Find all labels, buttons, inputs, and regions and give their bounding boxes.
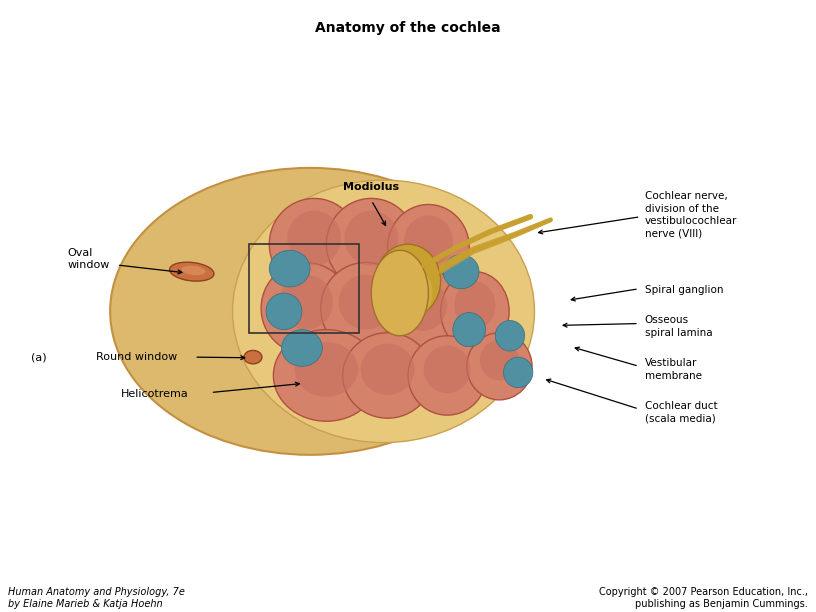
Text: (a): (a) [31, 352, 47, 362]
Ellipse shape [282, 330, 322, 367]
Ellipse shape [269, 198, 359, 290]
Bar [249, 244, 359, 333]
Text: publishing as Benjamin Cummings.: publishing as Benjamin Cummings. [635, 600, 808, 610]
Ellipse shape [233, 180, 534, 442]
Ellipse shape [503, 357, 533, 387]
Ellipse shape [382, 269, 463, 354]
Ellipse shape [443, 255, 479, 289]
Ellipse shape [343, 333, 432, 418]
Ellipse shape [279, 275, 333, 330]
Ellipse shape [170, 262, 214, 281]
Ellipse shape [375, 244, 441, 318]
Ellipse shape [467, 333, 532, 400]
Ellipse shape [453, 313, 486, 347]
Ellipse shape [273, 330, 379, 421]
Text: Helicotrema: Helicotrema [121, 389, 188, 399]
Ellipse shape [424, 346, 471, 393]
Ellipse shape [181, 266, 206, 275]
Ellipse shape [110, 168, 510, 455]
Ellipse shape [321, 263, 410, 354]
Ellipse shape [261, 263, 351, 354]
Ellipse shape [398, 280, 447, 331]
Ellipse shape [269, 250, 310, 287]
Ellipse shape [371, 250, 428, 336]
Ellipse shape [408, 336, 486, 415]
Ellipse shape [295, 342, 358, 397]
Text: Round window: Round window [96, 352, 178, 362]
Text: Osseous
spiral lamina: Osseous spiral lamina [645, 315, 712, 338]
Text: Human Anatomy and Physiology, 7e: Human Anatomy and Physiology, 7e [8, 588, 185, 597]
Text: Spiral ganglion: Spiral ganglion [645, 285, 723, 295]
Ellipse shape [388, 204, 469, 290]
Ellipse shape [384, 266, 432, 321]
Ellipse shape [244, 351, 262, 364]
Ellipse shape [266, 293, 302, 330]
Text: Oval
window: Oval window [68, 248, 110, 270]
Ellipse shape [287, 211, 341, 266]
Text: Cochlear duct
(scala media): Cochlear duct (scala media) [645, 401, 717, 424]
Ellipse shape [480, 340, 519, 380]
Ellipse shape [339, 275, 392, 330]
Text: Vestibular
membrane: Vestibular membrane [645, 358, 702, 381]
Text: by Elaine Marieb & Katja Hoehn: by Elaine Marieb & Katja Hoehn [8, 600, 162, 610]
Text: Copyright © 2007 Pearson Education, Inc.,: Copyright © 2007 Pearson Education, Inc.… [599, 588, 808, 597]
Text: Anatomy of the cochlea: Anatomy of the cochlea [315, 21, 501, 35]
Ellipse shape [495, 321, 525, 351]
Ellipse shape [361, 344, 415, 395]
Ellipse shape [404, 215, 453, 267]
Text: Cochlear nerve,
division of the
vestibulocochlear
nerve (VIII): Cochlear nerve, division of the vestibul… [645, 192, 737, 239]
Ellipse shape [441, 272, 509, 351]
Ellipse shape [326, 198, 416, 290]
Text: Modiolus: Modiolus [344, 182, 399, 192]
Ellipse shape [344, 211, 398, 266]
Ellipse shape [455, 282, 495, 329]
